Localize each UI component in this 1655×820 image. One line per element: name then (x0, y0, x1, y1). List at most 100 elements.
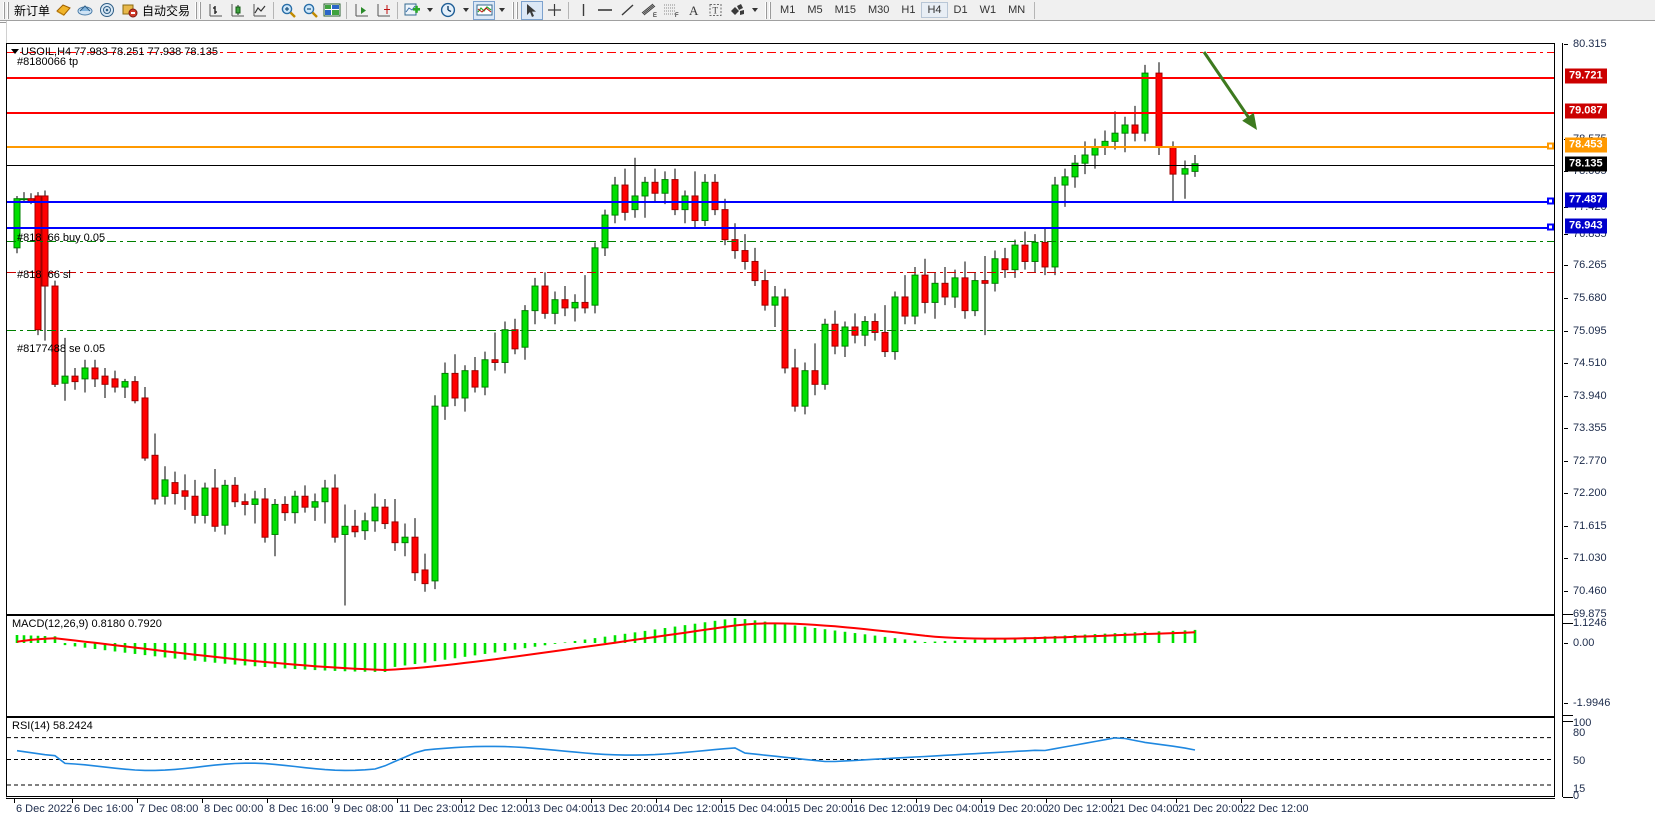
equidistant-channel-icon[interactable]: E (638, 1, 660, 20)
bar-chart-icon[interactable] (204, 1, 226, 20)
buy-order-line[interactable] (7, 201, 1554, 203)
timeframe-d1[interactable]: D1 (953, 4, 968, 16)
data-window-icon[interactable] (321, 1, 343, 20)
candle (541, 272, 549, 319)
price-tick-76.265: 76.265 (1573, 259, 1607, 271)
cloud-icon[interactable] (74, 1, 96, 20)
vertical-line-icon[interactable] (572, 1, 594, 20)
indicators-icon[interactable] (401, 1, 423, 20)
macd-histogram-bar (753, 620, 757, 643)
second-order-line-handle[interactable] (1547, 223, 1554, 231)
symbol-ohlc-label: USOIL,H4 77.983 78.251 77.938 78.135 (21, 46, 218, 58)
macd-histogram-bar (183, 643, 187, 660)
candle (671, 168, 679, 216)
strategy-tester-icon[interactable] (118, 1, 140, 20)
macd-histogram-bar (503, 643, 507, 652)
rsi-pane[interactable]: RSI(14) 58.2424 (6, 717, 1555, 797)
periods-dropdown-caret[interactable] (463, 8, 470, 12)
toolbar-grip[interactable] (3, 1, 9, 19)
chart-shift-icon[interactable] (372, 1, 394, 20)
candlestick-chart-icon[interactable] (226, 1, 248, 20)
macd-histogram-bar (783, 624, 787, 643)
candle (51, 280, 59, 388)
second-order-line[interactable] (7, 227, 1554, 229)
timeframe-m1[interactable]: M1 (780, 4, 796, 16)
expert-advisor-icon[interactable] (52, 1, 74, 20)
auto-trading-button[interactable]: 自动交易 (142, 3, 191, 18)
macd-histogram-bar (363, 643, 367, 672)
candlestick-series (13, 62, 1199, 606)
macd-histogram-bar (1143, 631, 1147, 643)
text-label-icon[interactable]: T (704, 1, 726, 20)
time-tick-mark (1176, 799, 1177, 803)
new-order-button[interactable]: 新订单 (14, 3, 51, 18)
horizontal-line-icon[interactable] (594, 1, 616, 20)
auto-scroll-icon[interactable] (350, 1, 372, 20)
line-chart-icon[interactable] (248, 1, 270, 20)
candle (641, 176, 649, 218)
chart-menu-arrow-icon[interactable] (11, 49, 19, 54)
toolbar-grip-4[interactable] (765, 1, 772, 19)
sl-line[interactable] (7, 272, 1554, 273)
pending-line-2[interactable] (7, 330, 1554, 331)
timeframe-m15[interactable]: M15 (834, 4, 856, 16)
time-scale[interactable]: 6 Dec 2022 6 Dec 16:00 7 Dec 08:00 8 Dec 00… (6, 798, 1555, 820)
candle (871, 313, 879, 341)
toolbar-grip-3[interactable] (512, 1, 519, 19)
candle (851, 313, 859, 344)
price-tick-74.51: 74.510 (1573, 357, 1607, 369)
resistance-1[interactable] (7, 77, 1554, 79)
resistance-2[interactable] (7, 112, 1554, 114)
candle (841, 321, 849, 358)
current-price-line[interactable] (7, 165, 1554, 166)
chart-workspace: USOIL,H4 77.983 78.251 77.938 78.135 #81… (0, 21, 1655, 820)
fibonacci-icon[interactable]: F (660, 1, 682, 20)
macd-histogram-bar (173, 643, 177, 659)
candle (711, 174, 719, 216)
shapes-dropdown-caret[interactable] (752, 8, 759, 12)
timeframe-h1[interactable]: H1 (901, 4, 916, 16)
timeframe-m30[interactable]: M30 (868, 4, 890, 16)
order-label-0[interactable]: #8180066 tp (17, 56, 79, 68)
order-label-3[interactable]: #8177488 se 0.05 (17, 343, 106, 355)
trendline-icon[interactable] (616, 1, 638, 20)
buy-order-line-handle[interactable] (1547, 197, 1554, 205)
timeframe-m5[interactable]: M5 (807, 4, 823, 16)
templates-dropdown-caret[interactable] (499, 8, 506, 12)
price-badge-78.453: 78.453 (1565, 137, 1607, 153)
price-level-orange-handle[interactable] (1547, 142, 1554, 150)
pending-line-1[interactable] (7, 241, 1554, 242)
signals-icon[interactable] (96, 1, 118, 20)
candle (291, 490, 299, 524)
shapes-icon[interactable] (726, 1, 748, 20)
candle (971, 272, 979, 317)
macd-tick-0: 0.00 (1573, 637, 1595, 649)
rsi-tick-100: 100 (1573, 717, 1592, 729)
templates-icon[interactable] (473, 0, 496, 20)
crosshair-icon[interactable] (543, 1, 565, 20)
toolbar-grip-2[interactable] (195, 1, 202, 19)
macd-histogram-bar (1063, 635, 1067, 643)
time-tick-mark (981, 799, 982, 803)
timeframe-mn[interactable]: MN (1008, 4, 1026, 16)
text-icon[interactable]: A (682, 1, 704, 20)
zoom-out-icon[interactable] (299, 1, 321, 20)
price-scale[interactable]: 80.31579.72179.08778.57578.45378.13578.0… (1562, 38, 1655, 802)
candle (411, 518, 419, 581)
timeframe-w1[interactable]: W1 (979, 4, 997, 16)
indicators-dropdown-caret[interactable] (427, 8, 434, 12)
candle (691, 171, 699, 229)
macd-histogram-bar (483, 643, 487, 654)
timeframe-h4[interactable]: H4 (921, 2, 948, 18)
periods-icon[interactable] (437, 1, 459, 20)
rsi-tick-50: 50 (1573, 755, 1586, 767)
cursor-icon[interactable] (521, 0, 544, 20)
macd-pane[interactable]: MACD(12,26,9) 0.8180 0.7920 (6, 615, 1555, 717)
order-label-2[interactable]: #818 66 sl (17, 269, 71, 281)
tp-line[interactable] (7, 52, 1554, 53)
macd-histogram-bar (1183, 630, 1187, 643)
zoom-in-icon[interactable] (277, 1, 299, 20)
price-chart-pane[interactable]: USOIL,H4 77.983 78.251 77.938 78.135 #81… (6, 43, 1555, 615)
price-level-orange[interactable] (7, 146, 1554, 148)
order-label-1[interactable]: #818 66 buy 0.05 (17, 232, 106, 244)
